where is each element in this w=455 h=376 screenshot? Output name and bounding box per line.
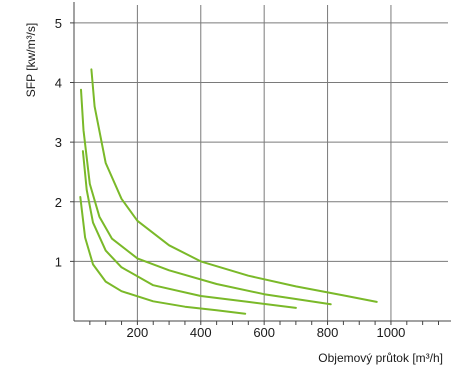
axes (73, 2, 451, 322)
y-tick-label-1: 1 (55, 254, 62, 269)
x-tick-label-400: 400 (190, 325, 212, 340)
series-line-2 (81, 150, 297, 309)
axis-ticks (70, 22, 439, 325)
y-tick-label-2: 2 (55, 195, 62, 210)
y-tick-label-4: 4 (55, 76, 62, 91)
series-line-1 (79, 196, 247, 315)
x-tick-label-200: 200 (127, 325, 149, 340)
series-group (79, 68, 378, 315)
series-line-3 (80, 88, 332, 306)
y-axis-title: SFP [kw/m³/s] (24, 23, 38, 97)
x-tick-label-1000: 1000 (376, 325, 405, 340)
series-line-4 (90, 68, 378, 303)
x-tick-label-800: 800 (317, 325, 339, 340)
grid-lines (74, 5, 448, 321)
y-tick-label-5: 5 (55, 16, 62, 31)
x-tick-label-600: 600 (253, 325, 275, 340)
tick-labels: 200 400 600 800 1000 1 2 3 4 5 (55, 16, 406, 340)
x-axis-title: Objemový průtok [m³/h] (318, 351, 443, 365)
y-tick-label-3: 3 (55, 135, 62, 150)
